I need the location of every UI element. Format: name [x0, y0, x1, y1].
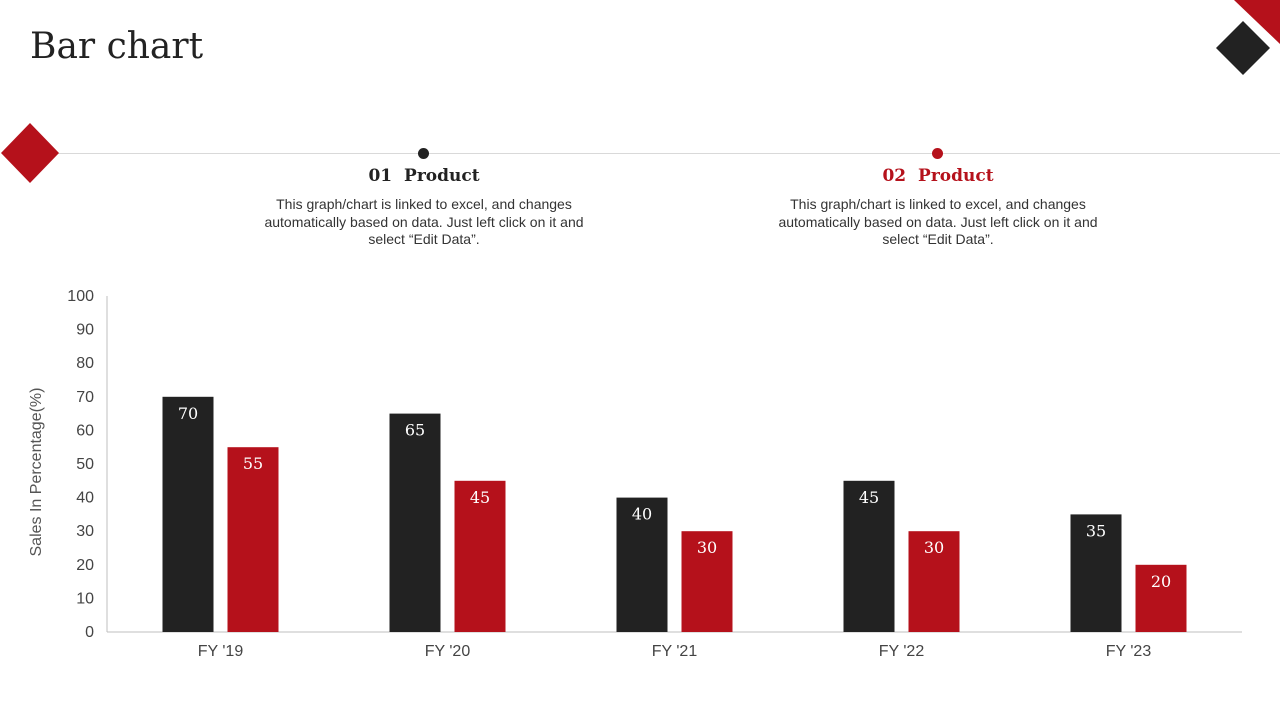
- y-tick-label: 20: [76, 557, 94, 574]
- bar: [1070, 514, 1122, 632]
- product-2-label: Product: [918, 166, 994, 186]
- bar-value-label: 45: [859, 488, 879, 507]
- corner-decoration: [1216, 0, 1280, 75]
- corner-dark-diamond: [1216, 21, 1270, 75]
- bar-value-label: 30: [697, 538, 717, 557]
- y-tick-label: 40: [76, 490, 94, 507]
- x-tick-label: FY '21: [652, 643, 698, 660]
- bar-chart: 0 10 20 30 40 50 60 70 80 90 100 Sales In Percentag…: [28, 288, 1242, 660]
- bar-value-label: 30: [924, 538, 944, 557]
- bar-value-label: 40: [632, 505, 652, 524]
- product-1-number: 01: [368, 166, 393, 186]
- y-tick-label: 30: [76, 523, 94, 540]
- y-tick-label: 10: [76, 590, 94, 607]
- bar: [162, 396, 214, 632]
- bar: [681, 531, 733, 632]
- y-tick-label: 60: [76, 422, 94, 439]
- bar-value-label: 35: [1086, 521, 1106, 540]
- divider-line: [30, 153, 1280, 154]
- corner-red-triangle: [1234, 0, 1280, 44]
- bar-value-label: 65: [405, 421, 425, 440]
- y-axis-title: Sales In Percentage(%): [28, 388, 45, 557]
- x-tick-label: FY '23: [1106, 643, 1152, 660]
- product-2-number: 02: [882, 166, 907, 186]
- left-red-diamond: [1, 123, 59, 183]
- product-1-label: Product: [404, 166, 480, 186]
- bar: [843, 480, 895, 632]
- product-2-description: This graph/chart is linked to excel, and…: [778, 196, 1098, 247]
- bar: [227, 447, 279, 632]
- bar-value-label: 55: [243, 454, 263, 473]
- x-tick-label: FY '20: [425, 643, 471, 660]
- bar-value-label: 20: [1151, 572, 1171, 591]
- x-tick-label: FY '22: [879, 643, 925, 660]
- product-2-marker-dot: [932, 148, 943, 159]
- bar: [908, 531, 960, 632]
- product-1-block: 01 Product This graph/chart is linked to…: [264, 166, 584, 249]
- bar: [454, 480, 506, 632]
- y-tick-label: 100: [67, 288, 94, 305]
- bar-value-label: 45: [470, 488, 490, 507]
- product-1-heading: 01 Product: [264, 166, 584, 186]
- bar-value-label: 70: [178, 404, 198, 423]
- y-tick-label: 70: [76, 389, 94, 406]
- product-1-marker-dot: [418, 148, 429, 159]
- y-tick-label: 90: [76, 322, 94, 339]
- product-1-description: This graph/chart is linked to excel, and…: [264, 196, 584, 247]
- y-tick-label: 80: [76, 355, 94, 372]
- bar: [389, 413, 441, 632]
- bar: [1135, 564, 1187, 632]
- x-tick-label: FY '19: [198, 643, 244, 660]
- product-2-block: 02 Product This graph/chart is linked to…: [778, 166, 1098, 249]
- y-tick-label: 0: [85, 624, 94, 641]
- bar: [616, 497, 668, 632]
- slide-title: Bar chart: [30, 26, 204, 67]
- product-2-heading: 02 Product: [778, 166, 1098, 186]
- y-tick-label: 50: [76, 456, 94, 473]
